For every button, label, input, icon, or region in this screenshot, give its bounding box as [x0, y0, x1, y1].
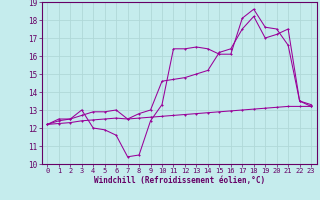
- X-axis label: Windchill (Refroidissement éolien,°C): Windchill (Refroidissement éolien,°C): [94, 176, 265, 185]
